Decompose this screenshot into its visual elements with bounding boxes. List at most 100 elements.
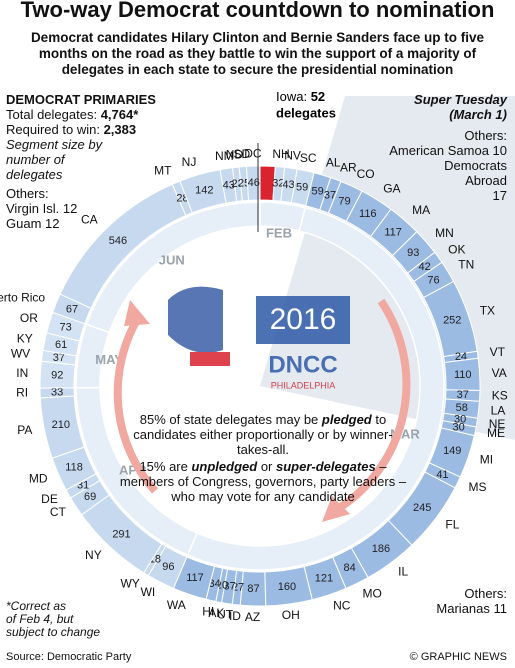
credit: © GRAPHIC NEWS — [409, 651, 507, 663]
state-label: TX — [480, 304, 495, 318]
others-line: Others: — [464, 128, 507, 143]
others-line: Marianas 11 — [436, 601, 507, 616]
subtitle: Democrat candidates Hilary Clinton and B… — [30, 30, 485, 77]
total-value: 4,764* — [100, 107, 139, 122]
segment-value: 96 — [162, 561, 174, 573]
state-label: KS — [492, 389, 508, 403]
state-label: UT — [217, 608, 234, 622]
iowa-value: 52 — [311, 89, 325, 104]
state-label: NY — [85, 548, 102, 562]
state-label: OR — [20, 311, 38, 325]
others-line: Democrats — [444, 158, 507, 173]
state-label: FL — [445, 518, 459, 532]
segment-value: 121 — [315, 573, 333, 585]
state-label: SD — [234, 147, 251, 161]
segment-value: 79 — [338, 195, 350, 207]
state-label: MA — [412, 203, 430, 217]
iowa-label: Iowa: 52 — [276, 89, 325, 104]
state-label: AL — [326, 156, 341, 170]
state-label: WI — [141, 585, 156, 599]
state-label: VT — [490, 345, 506, 359]
state-label: GA — [383, 182, 400, 196]
iowa-unit: delegates — [276, 105, 336, 120]
logo-shape — [190, 352, 230, 366]
month-label: FEB — [266, 226, 292, 241]
note-emphasis: unpledged — [191, 459, 258, 474]
segment-value: 73 — [60, 321, 72, 333]
footnote-line: *Correct as — [6, 599, 67, 613]
segment-value: 30 — [453, 422, 465, 434]
super-tuesday-title: Super Tuesday — [414, 92, 507, 107]
month-band — [85, 201, 261, 334]
segment-value: 37 — [53, 352, 65, 364]
segment-note: Segment size by number of delegates — [6, 137, 103, 182]
segment-value: 118 — [65, 461, 83, 473]
note-emphasis: super-delegates — [276, 459, 376, 474]
segment-value: 160 — [278, 581, 296, 593]
state-label: RI — [16, 386, 28, 400]
segment-value: 33 — [51, 386, 63, 398]
state-label: CA — [81, 212, 98, 226]
total-row: Total delegates: 4,764* — [6, 107, 156, 122]
note-text: 85% of state delegates may be — [139, 412, 322, 427]
note-text: or — [257, 459, 276, 474]
footnote-line: of Feb 4, but — [6, 612, 74, 626]
state-label: IN — [16, 366, 28, 380]
required-label: Required to win: — [6, 122, 100, 137]
center-note: 85% of state delegates may be pledged to… — [118, 412, 408, 506]
state-label: NM — [215, 149, 234, 163]
footnote: *Correct as of Feb 4, but subject to chang… — [6, 600, 100, 639]
segment-value: 67 — [66, 303, 78, 315]
state-label: MI — [480, 453, 493, 467]
arrow-head — [124, 300, 150, 326]
state-label: MN — [435, 226, 454, 240]
logo-box — [256, 296, 350, 344]
state-label: MO — [362, 586, 381, 600]
month-label: JUN — [159, 252, 185, 267]
logo-shape — [168, 286, 223, 353]
segment-value: 149 — [443, 445, 461, 457]
month-label: MAY — [95, 352, 123, 367]
state-label: HI — [202, 604, 214, 618]
others-line: Virgin Isl. 12 — [6, 201, 78, 216]
arrow-head — [322, 496, 350, 522]
state-label: NJ — [182, 155, 197, 169]
segment — [245, 165, 261, 201]
required-row: Required to win: 2,383 — [6, 122, 156, 137]
state-label: MS — [469, 480, 487, 494]
segment-value: 58 — [456, 402, 468, 414]
state-label: AZ — [245, 610, 260, 624]
logo-year: 2016 — [270, 303, 337, 336]
segment-value: 41 — [436, 469, 448, 481]
state-label: CO — [357, 167, 375, 181]
segment-value: 59 — [312, 185, 324, 197]
super-tuesday: Super Tuesday (March 1) Others: American … — [347, 92, 507, 203]
state-label: MD — [29, 471, 48, 485]
others-line: Abroad — [465, 173, 507, 188]
state-label: CT — [50, 505, 67, 519]
segment-value: 110 — [454, 369, 472, 381]
note-emphasis: pledged — [321, 412, 372, 427]
segment-value: 32 — [272, 178, 284, 190]
state-label: LA — [491, 403, 506, 417]
state-label: ND — [226, 148, 244, 162]
segment-value: 43 — [282, 179, 294, 191]
state-label: AR — [340, 160, 357, 174]
segment-value: 252 — [443, 315, 461, 327]
others: Others: American Samoa 10 Democrats Abroad 1… — [347, 128, 507, 203]
state-label: VA — [492, 366, 507, 380]
others-line: Others: — [464, 586, 507, 601]
required-value: 2,383 — [103, 122, 137, 137]
others-line: Guam 12 — [6, 216, 60, 231]
logo-city: PHILADELPHIA — [271, 380, 336, 390]
note-text: – members of Congress, governors, party … — [119, 459, 407, 504]
segment-value: 69 — [84, 491, 96, 503]
segment-value: 37 — [324, 189, 336, 201]
segment-value: 546 — [109, 235, 127, 247]
state-label: NC — [333, 598, 351, 612]
state-label: ID — [229, 609, 241, 623]
segment-value: 186 — [372, 543, 390, 555]
state-label: SC — [300, 151, 317, 165]
others-line: Others: — [6, 186, 49, 201]
state-label: WV — [11, 346, 30, 360]
